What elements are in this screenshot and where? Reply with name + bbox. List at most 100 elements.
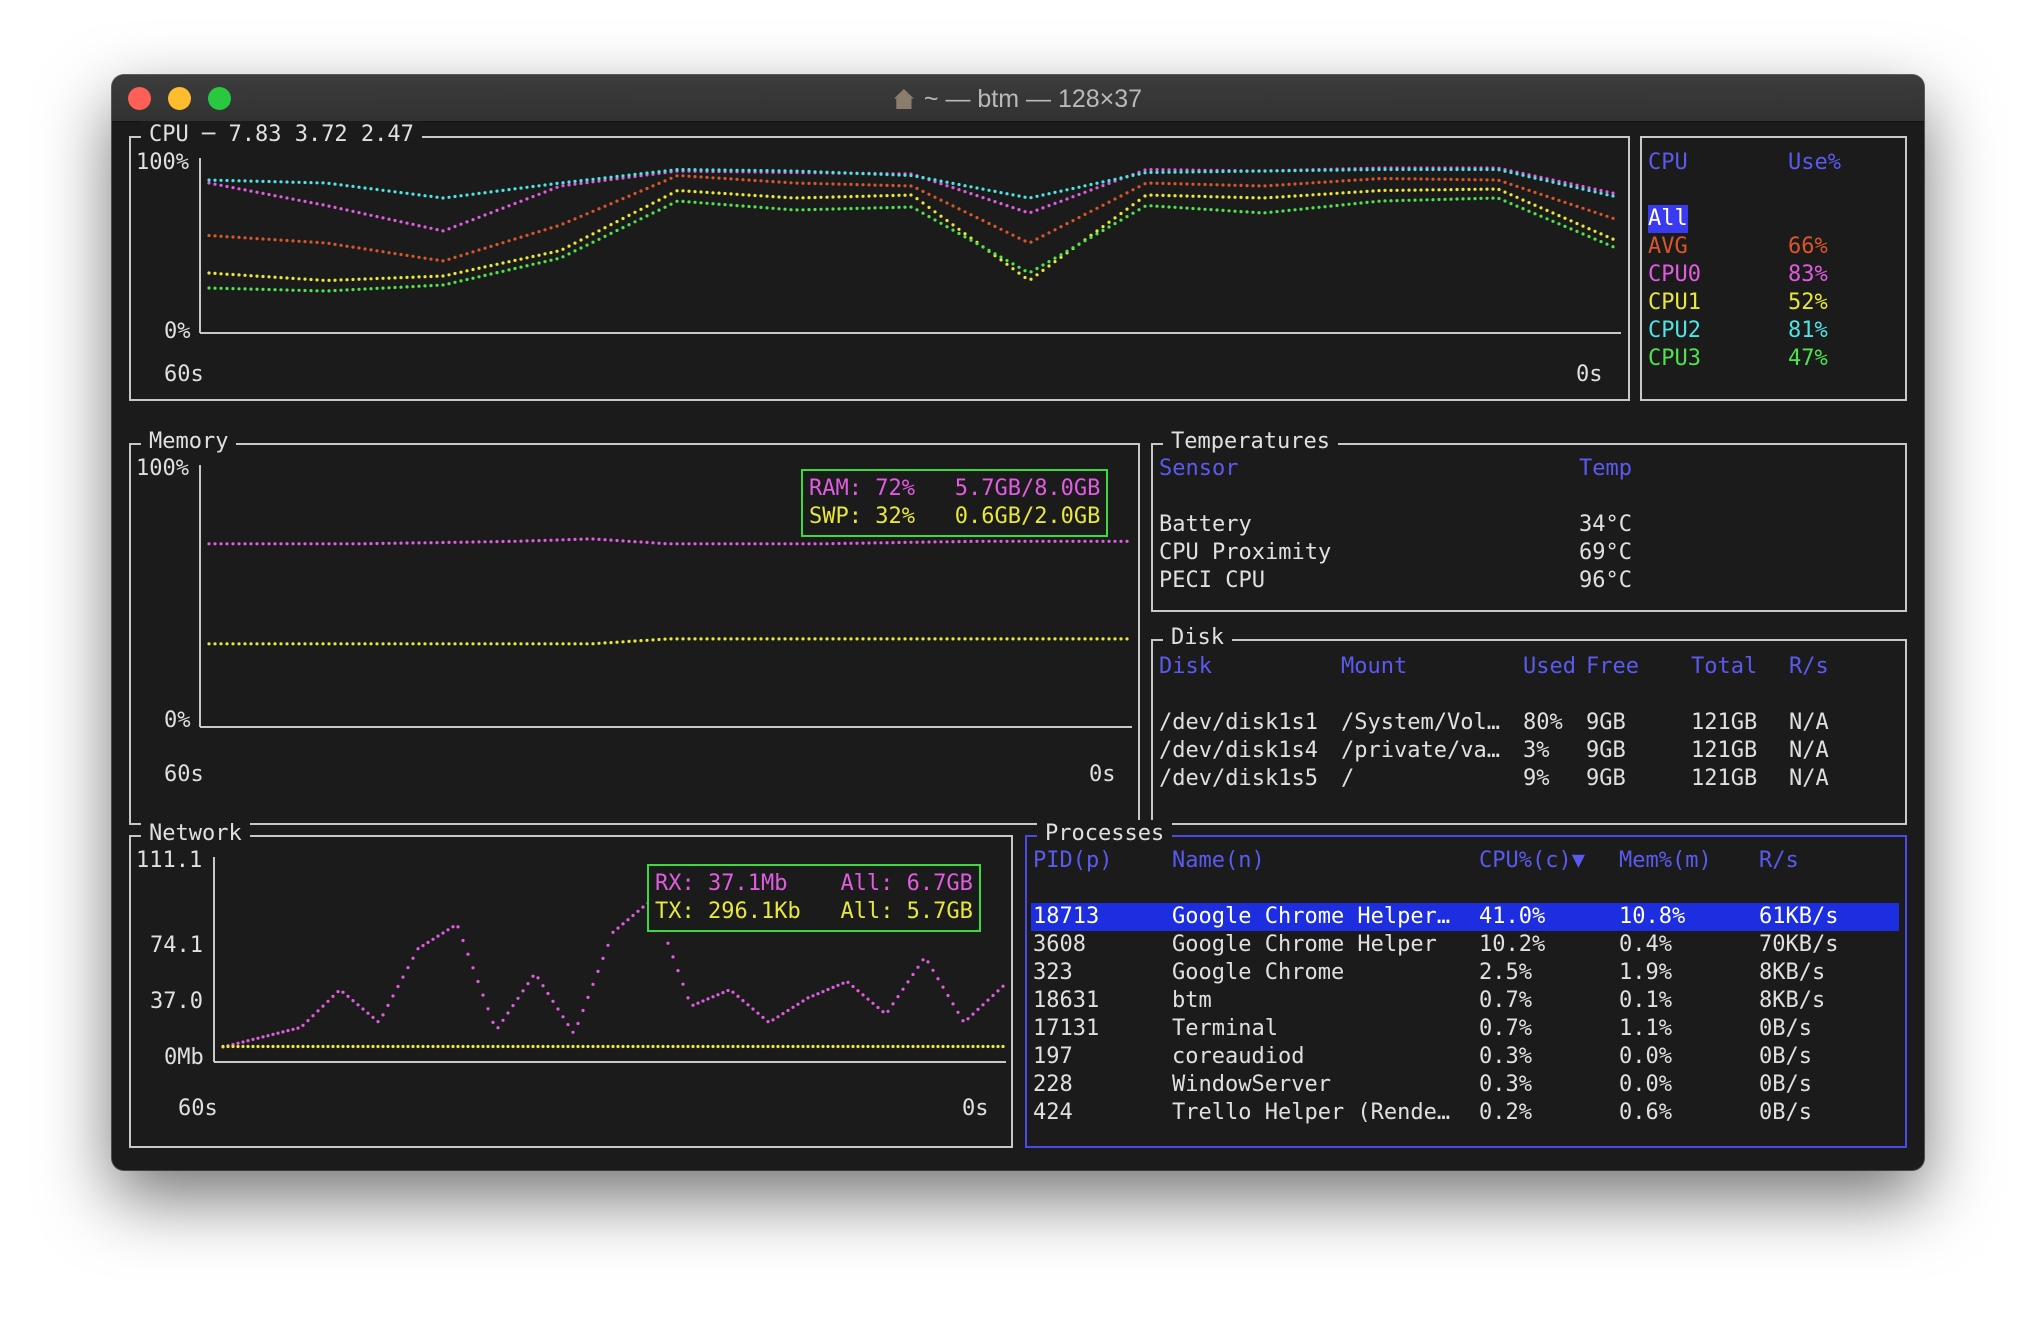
cpu-row-name[interactable]: CPU0: [1648, 262, 1701, 287]
cpu-row-value: 52%: [1788, 290, 1828, 315]
process-cell-pid: 18713: [1033, 904, 1100, 929]
temp-sensor-name: CPU Proximity: [1159, 540, 1332, 565]
disk-cell: N/A: [1789, 738, 1829, 763]
close-button[interactable]: [128, 87, 151, 110]
network-legend: RX: 37.1Mb All: 6.7GB TX: 296.1Kb All: 5…: [647, 864, 981, 932]
process-cell-mem: 0.0%: [1619, 1044, 1672, 1069]
cpu-row-name[interactable]: All: [1648, 205, 1688, 233]
process-cell-name: coreaudiod: [1172, 1044, 1305, 1069]
process-cell-name: Google Chrome: [1172, 960, 1345, 985]
network-x-label-end: 0s: [962, 1096, 989, 1121]
series-cpu1: [207, 187, 1615, 282]
cpu-row-name[interactable]: CPU3: [1648, 346, 1701, 371]
temperatures-panel[interactable]: Temperatures Sensor Temp Battery 34°C CPU …: [1151, 428, 1907, 612]
disk-panel[interactable]: Disk Disk Mount Used Free Total R/s /dev/disk…: [1151, 624, 1907, 825]
cpu-row-value: 81%: [1788, 318, 1828, 343]
disk-header-rs[interactable]: R/s: [1789, 654, 1829, 679]
rx-legend-row: RX: 37.1Mb All: 6.7GB: [655, 870, 973, 898]
memory-x-label-end: 0s: [1089, 762, 1116, 787]
cpu-row-name[interactable]: AVG: [1648, 234, 1688, 259]
swp-legend-row: SWP: 32% 0.6GB/2.0GB: [809, 503, 1100, 531]
process-row[interactable]: 3608 Google Chrome Helper 10.2% 0.4% 70KB/s: [1031, 931, 1899, 959]
disk-cell: 9GB: [1586, 738, 1626, 763]
tx-legend-row: TX: 296.1Kb All: 5.7GB: [655, 898, 973, 926]
process-cell-pid: 323: [1033, 960, 1073, 985]
temperatures-panel-title: Temperatures: [1163, 428, 1338, 456]
disk-cell: 9GB: [1586, 766, 1626, 791]
disk-header-used[interactable]: Used: [1523, 654, 1576, 679]
cpu-row-name[interactable]: CPU1: [1648, 290, 1701, 315]
disk-cell: /dev/disk1s5: [1159, 766, 1318, 791]
process-header-mem[interactable]: Mem%(m): [1619, 848, 1712, 873]
process-cell-pid: 197: [1033, 1044, 1073, 1069]
process-row[interactable]: 17131 Terminal 0.7% 1.1% 0B/s: [1031, 1015, 1899, 1043]
process-cell-mem: 1.1%: [1619, 1016, 1672, 1041]
process-cell-rs: 70KB/s: [1759, 932, 1839, 957]
window-title: ~ — btm — 128×37: [112, 85, 1924, 114]
process-cell-mem: 10.8%: [1619, 904, 1686, 929]
network-y-label-0: 0Mb: [164, 1045, 204, 1070]
terminal-window: ~ — btm — 128×37 CPU ─ 7.83 3.72 2.47 10…: [112, 75, 1924, 1170]
cpu-row-value: 66%: [1788, 234, 1828, 259]
disk-header-free[interactable]: Free: [1586, 654, 1639, 679]
process-cell-cpu: 41.0%: [1479, 904, 1546, 929]
process-header-cpu[interactable]: CPU%(c)▼: [1479, 848, 1585, 873]
disk-header-total[interactable]: Total: [1691, 654, 1758, 679]
memory-legend: RAM: 72% 5.7GB/8.0GB SWP: 32% 0.6GB/2.0G…: [801, 469, 1109, 537]
series-cpu2-points: [207, 167, 1615, 200]
process-header-rs[interactable]: R/s: [1759, 848, 1799, 873]
series-cpu2: [207, 167, 1615, 200]
cpu-usage-graph: [199, 158, 1621, 334]
process-cell-pid: 17131: [1033, 1016, 1100, 1041]
process-row[interactable]: 18713 Google Chrome Helper… 41.0% 10.8% 61KB…: [1031, 903, 1899, 931]
process-row[interactable]: 323 Google Chrome 2.5% 1.9% 8KB/s: [1031, 959, 1899, 987]
ram-legend-row: RAM: 72% 5.7GB/8.0GB: [809, 475, 1100, 503]
cpu-table-header-cpu: CPU: [1648, 150, 1688, 175]
zoom-button[interactable]: [208, 87, 231, 110]
cpu-x-label-start: 60s: [164, 362, 204, 387]
series-avg-points: [207, 174, 1615, 263]
temp-value: 69°C: [1579, 540, 1632, 565]
temp-value: 96°C: [1579, 568, 1632, 593]
disk-header-mount[interactable]: Mount: [1341, 654, 1408, 679]
ram-value: 5.7GB/8.0GB: [954, 476, 1101, 501]
process-header-pid[interactable]: PID(p): [1033, 848, 1113, 873]
cpu-panel-title: CPU ─ 7.83 3.72 2.47: [141, 121, 422, 149]
disk-cell: 3%: [1523, 738, 1550, 763]
memory-panel[interactable]: Memory 100% 0% 60s 0s RAM: 72% 5.7GB/8.0…: [129, 428, 1140, 825]
minimize-button[interactable]: [168, 87, 191, 110]
process-row[interactable]: 424 Trello Helper (Rende… 0.2% 0.6% 0B/s: [1031, 1099, 1899, 1127]
process-cell-rs: 0B/s: [1759, 1016, 1812, 1041]
process-cell-mem: 0.1%: [1619, 988, 1672, 1013]
process-row[interactable]: 18631 btm 0.7% 0.1% 8KB/s: [1031, 987, 1899, 1015]
series-ram: [207, 537, 1129, 546]
process-cell-pid: 228: [1033, 1072, 1073, 1097]
process-cell-rs: 0B/s: [1759, 1100, 1812, 1125]
disk-cell: N/A: [1789, 710, 1829, 735]
temp-header-temp: Temp: [1579, 456, 1632, 481]
process-row[interactable]: 197 coreaudiod 0.3% 0.0% 0B/s: [1031, 1043, 1899, 1071]
cpu-row-name[interactable]: CPU2: [1648, 318, 1701, 343]
cpu-table-panel[interactable]: CPU Use% All AVG 66% CPU0 83% CPU1 52% CPU2 81% C…: [1640, 136, 1907, 401]
process-header-name[interactable]: Name(n): [1172, 848, 1265, 873]
process-cell-name: btm: [1172, 988, 1212, 1013]
memory-usage-graph: [199, 465, 1132, 728]
disk-cell: /dev/disk1s1: [1159, 710, 1318, 735]
processes-panel[interactable]: Processes PID(p) Name(n) CPU%(c)▼ Mem%(m) R/…: [1025, 820, 1907, 1148]
process-cell-rs: 0B/s: [1759, 1044, 1812, 1069]
process-cell-cpu: 10.2%: [1479, 932, 1546, 957]
memory-panel-title: Memory: [141, 428, 237, 456]
series-swp: [207, 637, 1129, 646]
title-bar: ~ — btm — 128×37: [112, 75, 1924, 122]
memory-y-label-min: 0%: [164, 708, 191, 733]
network-panel[interactable]: Network 111.1 74.1 37.0 0Mb 60s 0s RX: 3…: [129, 820, 1013, 1148]
process-row[interactable]: 228 WindowServer 0.3% 0.0% 0B/s: [1031, 1071, 1899, 1099]
processes-panel-title: Processes: [1037, 820, 1173, 848]
disk-header-disk[interactable]: Disk: [1159, 654, 1212, 679]
process-cell-mem: 0.0%: [1619, 1072, 1672, 1097]
process-cell-cpu: 2.5%: [1479, 960, 1532, 985]
cpu-panel[interactable]: CPU ─ 7.83 3.72 2.47 100% 0% 60s 0s: [129, 121, 1630, 401]
series-swp-points: [207, 637, 1129, 646]
process-cell-mem: 0.4%: [1619, 932, 1672, 957]
window-title-text: ~ — btm — 128×37: [923, 85, 1143, 113]
